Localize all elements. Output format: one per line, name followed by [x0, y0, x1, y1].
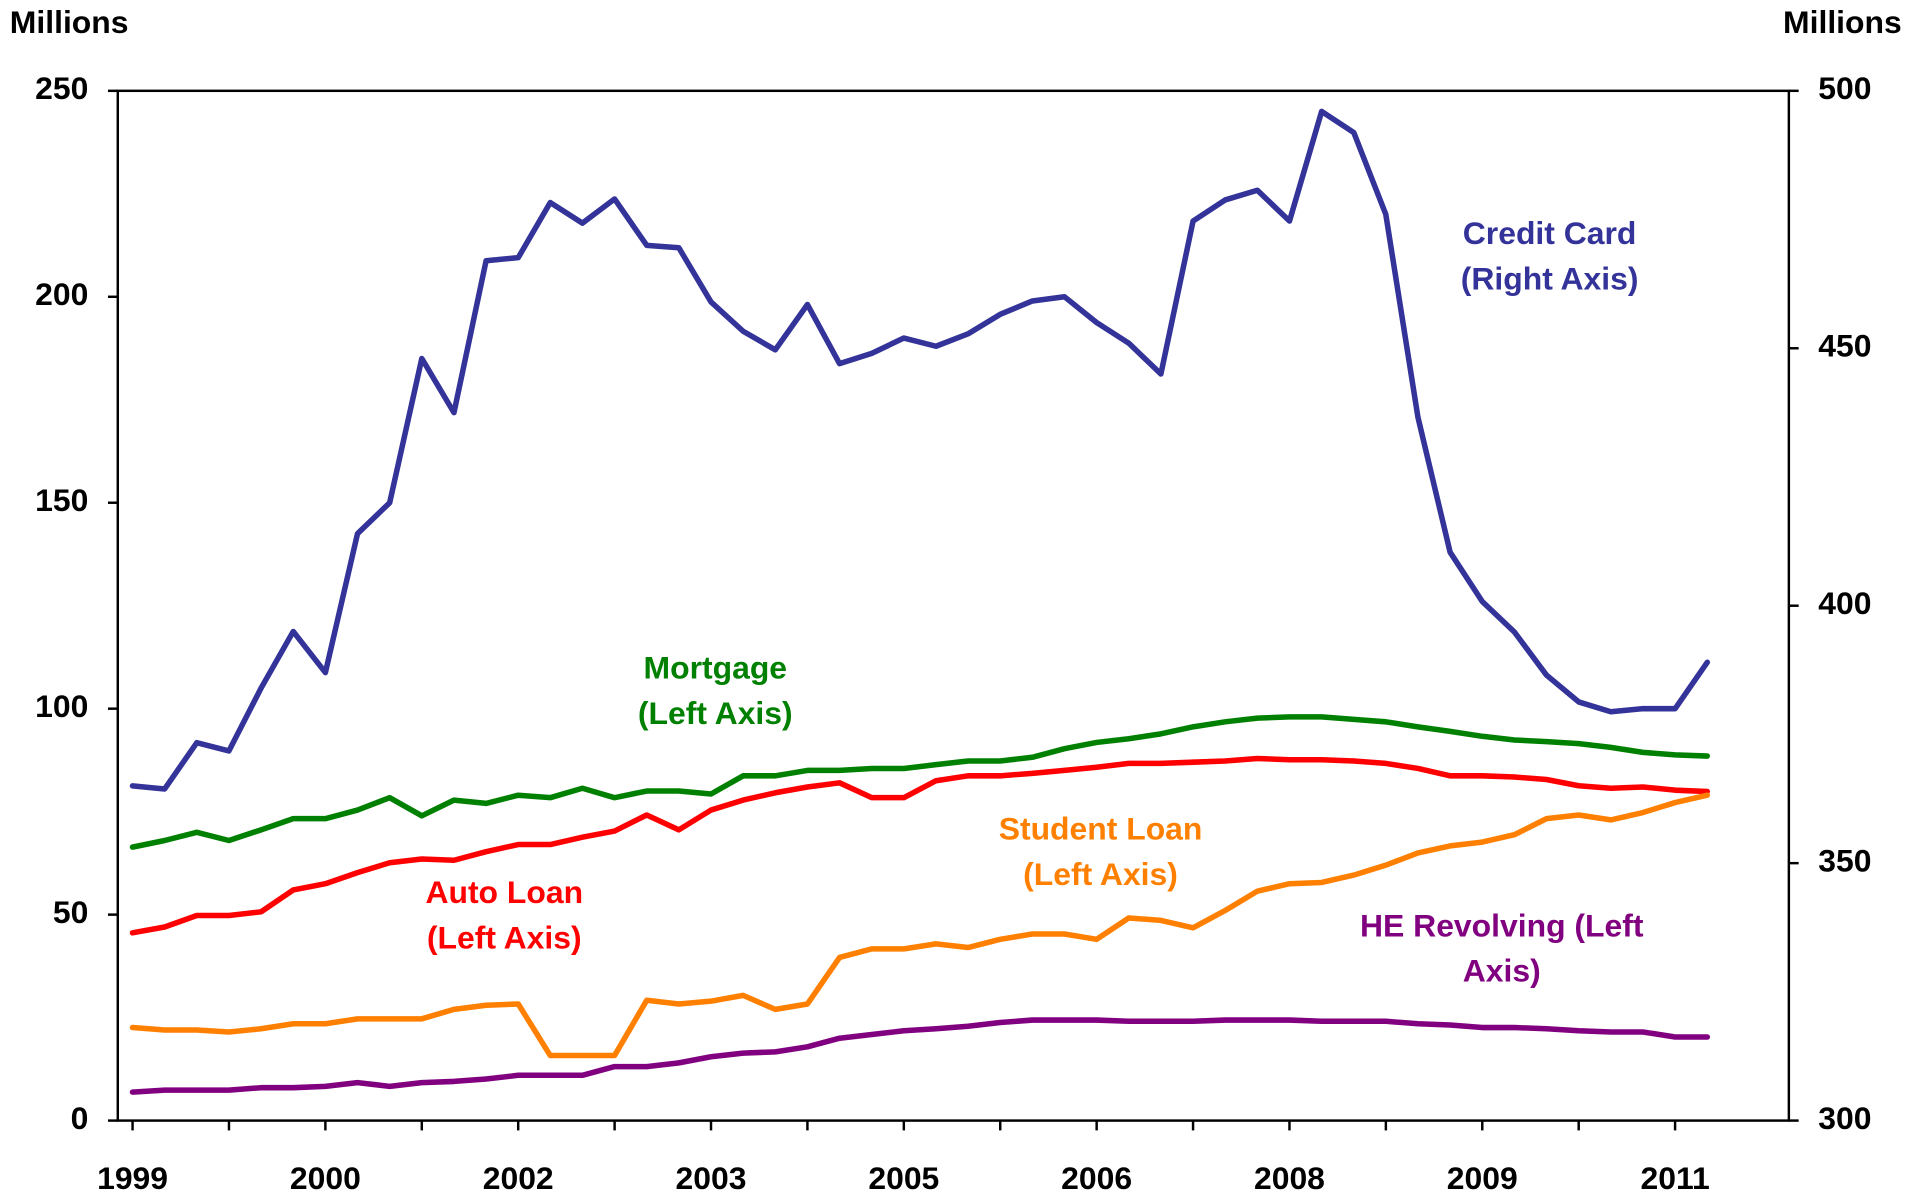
- x-tick-label: 2003: [676, 1160, 747, 1193]
- series-line: [129, 108, 1711, 792]
- x-tick-label: 2002: [483, 1160, 554, 1193]
- y-tick-label: 50: [53, 894, 88, 930]
- x-tick-label: 2011: [1641, 1160, 1710, 1193]
- y2-tick-label: 450: [1818, 328, 1871, 364]
- series-line: [129, 714, 1711, 850]
- series-label: (Left Axis): [1023, 856, 1178, 892]
- series-label: HE Revolving (Left: [1360, 907, 1644, 943]
- y-tick-label: 200: [35, 276, 88, 312]
- series-label: (Left Axis): [638, 695, 793, 731]
- y2-tick-label: 400: [1818, 585, 1871, 621]
- series-label: Auto Loan: [425, 874, 583, 910]
- y-tick-label: 0: [71, 1100, 89, 1136]
- y2-tick-label: 500: [1818, 70, 1871, 106]
- y-tick-label: 100: [35, 688, 88, 724]
- series-label: Credit Card: [1463, 215, 1637, 251]
- y2-tick-label: 350: [1818, 843, 1871, 879]
- x-tick-label: 2000: [290, 1160, 361, 1193]
- x-tick-label: 2005: [868, 1160, 939, 1193]
- series-label: Student Loan: [999, 810, 1203, 846]
- x-tick-label: 2006: [1061, 1160, 1132, 1193]
- series-line: [129, 1017, 1711, 1095]
- y-axis-label: Millions: [10, 4, 129, 40]
- series-label: (Left Axis): [427, 920, 582, 956]
- series-label: Mortgage: [644, 650, 787, 686]
- x-tick-label: 2009: [1447, 1160, 1518, 1193]
- y2-tick-label: 300: [1818, 1100, 1871, 1136]
- y-tick-label: 250: [35, 70, 88, 106]
- series-line: [129, 792, 1711, 1059]
- series-label: (Right Axis): [1461, 260, 1639, 296]
- series-line: [129, 755, 1711, 936]
- x-tick-label: 2008: [1254, 1160, 1325, 1193]
- y-tick-label: 150: [35, 482, 88, 518]
- x-tick-label: 1999: [97, 1160, 168, 1193]
- y2-axis-label: Millions: [1783, 4, 1902, 40]
- series-label: Axis): [1463, 953, 1541, 989]
